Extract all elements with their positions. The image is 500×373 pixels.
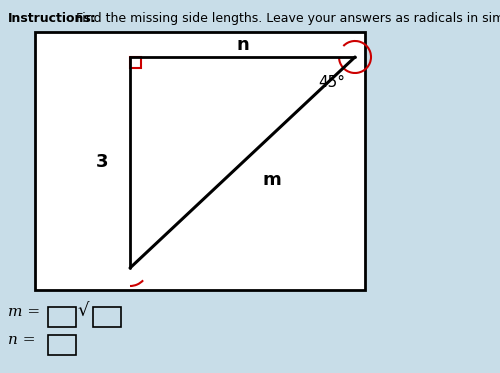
- Text: 45°: 45°: [318, 75, 345, 90]
- Text: Find the missing side lengths. Leave your answers as radicals in simplest form.: Find the missing side lengths. Leave you…: [72, 12, 500, 25]
- Text: Instructions:: Instructions:: [8, 12, 97, 25]
- Bar: [93, 307, 121, 327]
- Bar: [48, 307, 76, 327]
- Text: m: m: [262, 171, 281, 189]
- Text: n: n: [236, 36, 250, 54]
- Text: n =: n =: [8, 333, 36, 347]
- Bar: [130, 57, 141, 68]
- Text: m =: m =: [8, 305, 40, 319]
- Text: √: √: [77, 302, 88, 320]
- Bar: [35, 32, 365, 290]
- Bar: [48, 335, 76, 355]
- Text: 3: 3: [96, 153, 108, 171]
